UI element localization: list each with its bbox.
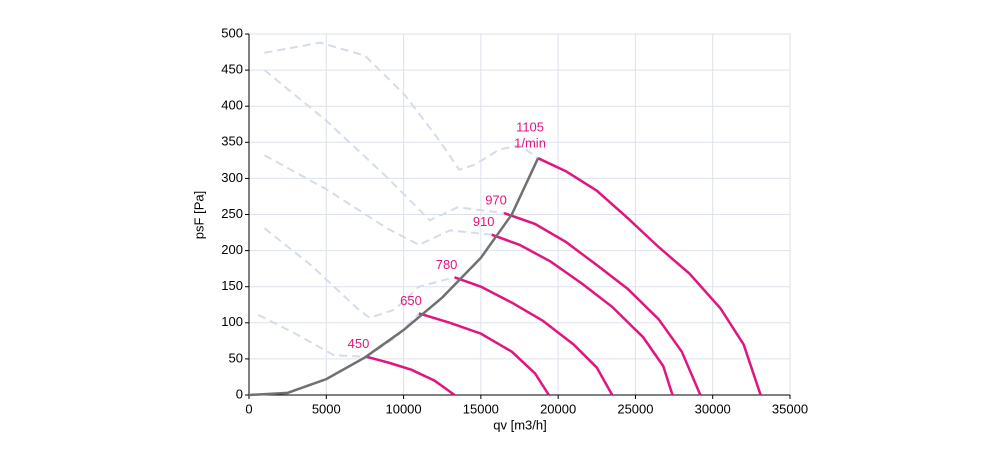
curve-label: 650 [400, 293, 422, 308]
curve-label: 910 [473, 214, 495, 229]
y-tick-label: 100 [221, 314, 243, 329]
x-tick-label: 5000 [312, 401, 341, 416]
x-tick-label: 15000 [463, 401, 499, 416]
y-tick-label: 400 [221, 98, 243, 113]
y-tick-label: 250 [221, 206, 243, 221]
x-tick-label: 30000 [695, 401, 731, 416]
y-tick-label: 150 [221, 278, 243, 293]
stall-curve [264, 41, 539, 171]
y-tick-label: 500 [221, 25, 243, 40]
y-tick-label: 300 [221, 170, 243, 185]
x-axis-label: qv [m3/h] [493, 417, 546, 432]
x-tick-label: 20000 [540, 401, 576, 416]
x-tick-label: 25000 [617, 401, 653, 416]
x-tick-label: 35000 [772, 401, 808, 416]
x-tick-label: 10000 [385, 401, 421, 416]
y-tick-label: 450 [221, 62, 243, 77]
y-axis-label: psF [Pa] [191, 191, 206, 239]
y-tick-label: 50 [229, 350, 243, 365]
y-tick-label: 200 [221, 242, 243, 257]
speed-curve [503, 211, 702, 396]
stall-curve [263, 154, 492, 246]
unit-label: 1/min [514, 136, 546, 151]
stall-curve [263, 227, 455, 319]
x-tick-label: 0 [245, 401, 252, 416]
speed-curve [491, 233, 674, 396]
speed-curve [366, 355, 456, 397]
stall-curve [263, 69, 505, 222]
curve-label: 450 [348, 336, 370, 351]
speed-curve [454, 276, 614, 396]
curve-label: 1105 [516, 120, 544, 135]
speed-curve [418, 312, 550, 396]
y-tick-label: 0 [236, 386, 243, 401]
y-tick-label: 350 [221, 134, 243, 149]
curve-label: 780 [436, 257, 458, 272]
speed-curve [537, 157, 762, 396]
system-curve [248, 157, 540, 397]
curve-label: 970 [485, 192, 507, 207]
